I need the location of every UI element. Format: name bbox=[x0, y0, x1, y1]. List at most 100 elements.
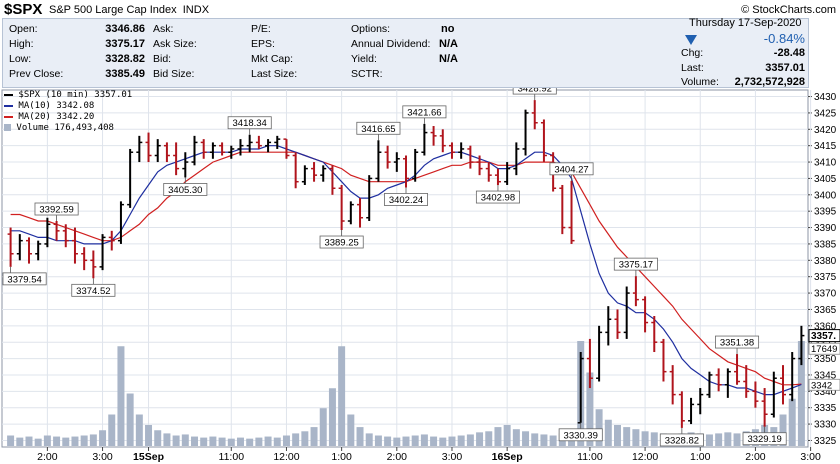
legend-price: $SPX (10 min) 3357.01 bbox=[4, 90, 132, 101]
y-tick-label: 3385 bbox=[814, 239, 837, 250]
volume-bar bbox=[393, 437, 401, 446]
ohlc-bar bbox=[16, 234, 23, 261]
callout-label: 3416.65 bbox=[361, 124, 395, 135]
y-tick-label: 3425 bbox=[814, 108, 837, 119]
callout-box bbox=[227, 116, 272, 130]
x-tick-label: 2:00 bbox=[387, 451, 408, 463]
volume-bar bbox=[384, 436, 392, 446]
ohlc-bar bbox=[320, 165, 327, 182]
low-value: 3328.82 bbox=[105, 53, 145, 65]
ohlc-bar bbox=[568, 180, 575, 244]
ohlc-bar bbox=[99, 234, 106, 271]
x-tick-label: 2:00 bbox=[745, 451, 766, 463]
volume-bar bbox=[99, 430, 107, 446]
x-tick-label: 3:00 bbox=[92, 451, 113, 463]
ohlc-bar bbox=[761, 388, 768, 427]
ohlc-bar bbox=[513, 142, 520, 176]
x-tick-label: 1:00 bbox=[690, 451, 711, 463]
ohlc-bar bbox=[7, 227, 14, 267]
pe-label: P/E: bbox=[251, 23, 271, 35]
ohlc-bar bbox=[301, 165, 308, 185]
volume-bar bbox=[476, 432, 484, 446]
ohlc-bar bbox=[393, 152, 400, 172]
ohlc-bar bbox=[265, 139, 272, 153]
callout-box bbox=[163, 183, 208, 196]
volume-bar bbox=[117, 346, 125, 446]
y-tick-label: 3430 bbox=[814, 92, 837, 103]
legend-price-text: $SPX (10 min) 3357.01 bbox=[18, 90, 133, 100]
callout-label: 3375.17 bbox=[619, 260, 653, 271]
callout-label: 3421.66 bbox=[407, 107, 441, 118]
ohlc-bar bbox=[522, 109, 529, 156]
volume-bar bbox=[108, 414, 116, 446]
index-full-name: S&P 500 Large Cap Index bbox=[49, 4, 177, 16]
copyright-link[interactable]: © StockCharts.com bbox=[741, 4, 836, 16]
y-tick-label: 3380 bbox=[814, 256, 837, 267]
y-tick-label: 3360 bbox=[814, 321, 837, 332]
ohlc-bar bbox=[678, 391, 685, 428]
last-label: Last: bbox=[681, 62, 704, 74]
volume-bar bbox=[154, 430, 162, 446]
exchange-code: INDX bbox=[182, 4, 210, 16]
callout-label: 3405.30 bbox=[168, 185, 202, 196]
callout-label: 3329.19 bbox=[747, 434, 781, 445]
ohlc-bar bbox=[255, 135, 262, 149]
callout-box bbox=[402, 105, 447, 119]
ohlc-bar bbox=[127, 148, 134, 208]
ohlc-bar bbox=[219, 142, 226, 156]
y-tick-label: 3345 bbox=[814, 370, 837, 381]
volume-label: Volume: bbox=[681, 76, 719, 88]
callout-box bbox=[2, 272, 47, 286]
volume-bar bbox=[209, 436, 217, 446]
volume-bar bbox=[172, 435, 180, 446]
x-tick-label: 3:00 bbox=[442, 451, 463, 463]
callout-box bbox=[356, 121, 401, 135]
volume-bar bbox=[145, 425, 153, 446]
ask-size-label: Ask Size: bbox=[153, 38, 197, 50]
axis-value-tag bbox=[808, 378, 840, 391]
x-tick-label: 12:00 bbox=[273, 451, 299, 463]
y-tick-label: 3370 bbox=[814, 289, 837, 300]
y-tick-label: 3390 bbox=[814, 223, 837, 234]
axis-value-tag-text: 3342 bbox=[811, 380, 832, 391]
callout-label: 3389.25 bbox=[324, 238, 358, 249]
callout-box bbox=[558, 428, 603, 442]
volume-bar bbox=[448, 436, 456, 446]
volume-bar bbox=[503, 425, 511, 446]
ohlc-bar bbox=[632, 276, 639, 307]
volume-bar bbox=[7, 435, 15, 446]
ohlc-bar bbox=[430, 126, 437, 146]
callout-box bbox=[613, 257, 658, 271]
volume-bar bbox=[779, 414, 787, 446]
ohlc-bar bbox=[384, 145, 391, 169]
ohlc-bar bbox=[577, 352, 584, 424]
volume-bar bbox=[34, 438, 42, 446]
volume-bar bbox=[797, 341, 805, 446]
y-tick-label: 3420 bbox=[814, 125, 837, 136]
volume-bar bbox=[705, 434, 713, 446]
ohlc-bar bbox=[357, 198, 364, 228]
ohlc-bar bbox=[688, 397, 695, 425]
volume-bar bbox=[25, 436, 33, 446]
sctr-label: SCTR: bbox=[351, 68, 383, 80]
price-chart[interactable]: 3325333033353340334533503355336033653370… bbox=[0, 88, 840, 464]
ohlc-bar bbox=[136, 135, 143, 163]
ohlc-bar bbox=[586, 338, 593, 389]
volume-bar bbox=[733, 433, 741, 446]
legend-volume-text: Volume 176,493,408 bbox=[16, 123, 114, 133]
callout-label: 3402.98 bbox=[481, 193, 515, 204]
ohlc-bar bbox=[623, 286, 630, 339]
ohlc-bar bbox=[311, 162, 318, 182]
ohlc-bar bbox=[448, 142, 455, 159]
volume-bar bbox=[788, 398, 796, 446]
ohlc-bar bbox=[71, 227, 78, 264]
ohlc-bar bbox=[347, 201, 354, 225]
volume-bar bbox=[255, 437, 263, 446]
options-label: Options: bbox=[351, 23, 391, 35]
ohlc-bar bbox=[412, 148, 419, 182]
volume-bar bbox=[439, 437, 447, 446]
callout-box bbox=[742, 432, 787, 446]
x-tick-label: 11:00 bbox=[219, 451, 245, 463]
y-tick-label: 3340 bbox=[814, 387, 837, 398]
volume-bar bbox=[310, 427, 318, 446]
